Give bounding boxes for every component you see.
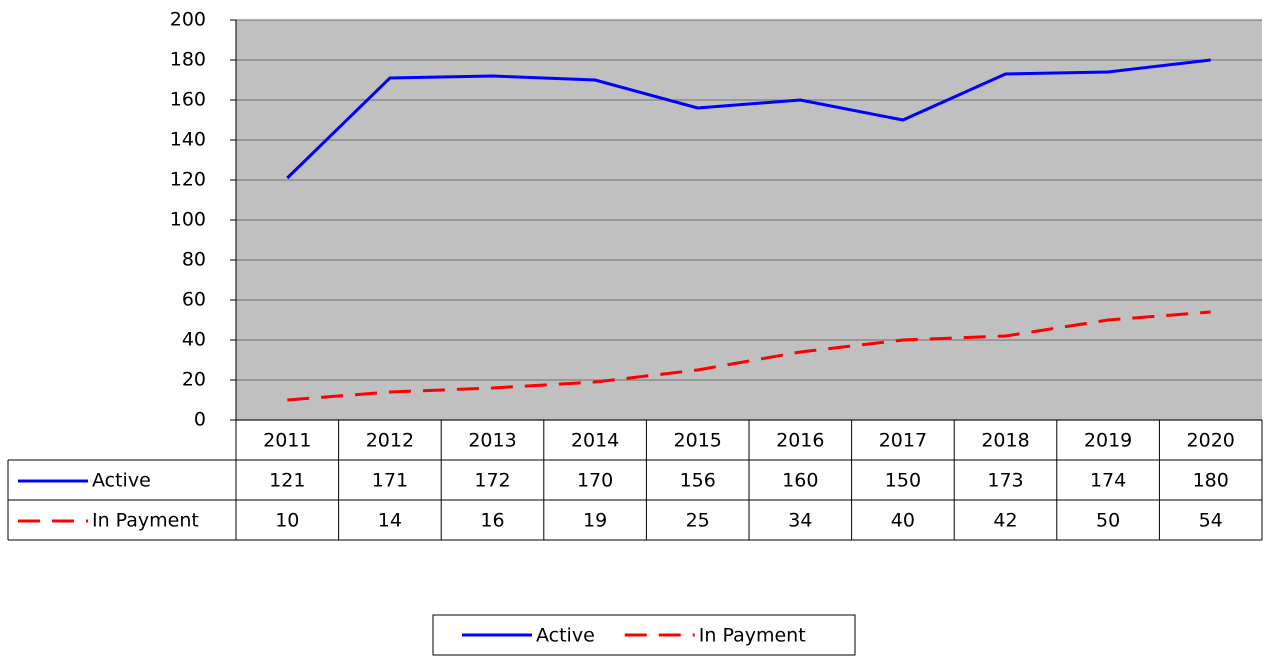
y-tick-label: 60 bbox=[182, 289, 206, 311]
x-tick-label: 2017 bbox=[879, 430, 927, 452]
data-label: 25 bbox=[686, 510, 710, 532]
x-tick-label: 2011 bbox=[263, 430, 311, 452]
data-label: 14 bbox=[378, 510, 402, 532]
data-label: 121 bbox=[269, 470, 305, 492]
data-label: 174 bbox=[1090, 470, 1126, 492]
legend-label: In Payment bbox=[699, 625, 806, 647]
row-label: Active bbox=[92, 470, 151, 492]
data-label: 170 bbox=[577, 470, 613, 492]
y-tick-label: 0 bbox=[194, 409, 206, 431]
legend-label: Active bbox=[536, 625, 595, 647]
x-tick-label: 2012 bbox=[366, 430, 414, 452]
x-tick-label: 2015 bbox=[674, 430, 722, 452]
data-label: 180 bbox=[1193, 470, 1229, 492]
y-tick-label: 80 bbox=[182, 249, 206, 271]
data-label: 150 bbox=[885, 470, 921, 492]
data-label: 54 bbox=[1199, 510, 1223, 532]
y-tick-label: 200 bbox=[170, 9, 206, 31]
data-label: 34 bbox=[788, 510, 812, 532]
y-tick-label: 20 bbox=[182, 369, 206, 391]
series-line bbox=[286, 58, 1211, 180]
row-label: In Payment bbox=[92, 510, 199, 532]
y-tick-label: 120 bbox=[170, 169, 206, 191]
x-tick-label: 2018 bbox=[981, 430, 1029, 452]
y-tick-label: 100 bbox=[170, 209, 206, 231]
data-label: 172 bbox=[474, 470, 510, 492]
data-label: 16 bbox=[480, 510, 504, 532]
x-tick-label: 2013 bbox=[468, 430, 516, 452]
data-label: 50 bbox=[1096, 510, 1120, 532]
data-label: 156 bbox=[680, 470, 716, 492]
data-label: 42 bbox=[993, 510, 1017, 532]
data-label: 171 bbox=[372, 470, 408, 492]
y-tick-label: 180 bbox=[170, 49, 206, 71]
series-line bbox=[287, 310, 1211, 402]
data-label: 10 bbox=[275, 510, 299, 532]
y-tick-label: 160 bbox=[170, 89, 206, 111]
x-tick-label: 2020 bbox=[1187, 430, 1235, 452]
data-label: 19 bbox=[583, 510, 607, 532]
data-label: 173 bbox=[987, 470, 1023, 492]
x-tick-label: 2014 bbox=[571, 430, 619, 452]
data-label: 160 bbox=[782, 470, 818, 492]
data-label: 40 bbox=[891, 510, 915, 532]
x-tick-label: 2016 bbox=[776, 430, 824, 452]
x-tick-label: 2019 bbox=[1084, 430, 1132, 452]
y-tick-label: 40 bbox=[182, 329, 206, 351]
y-tick-label: 140 bbox=[170, 129, 206, 151]
